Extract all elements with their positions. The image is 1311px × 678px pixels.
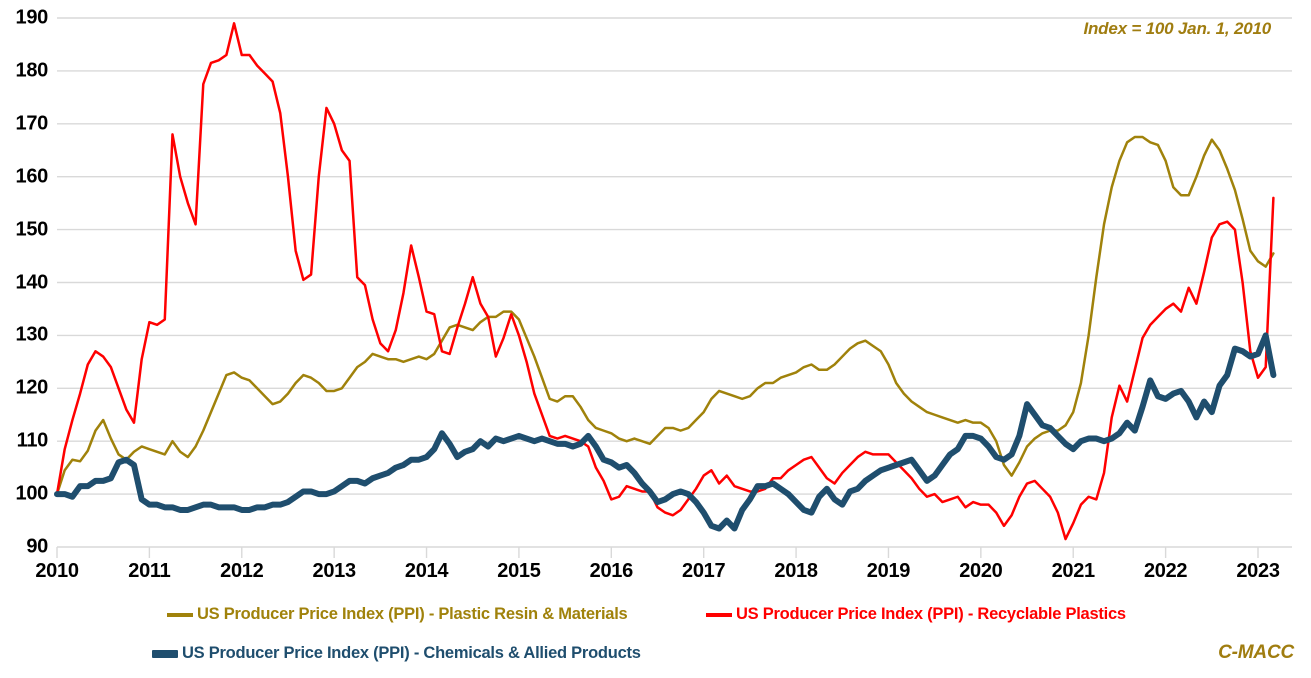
x-axis-tick-label: 2020 (959, 560, 1003, 582)
x-axis-tick-label: 2018 (774, 560, 818, 582)
x-axis-tick-label: 2022 (1143, 560, 1188, 582)
x-axis-tick-label: 2019 (866, 560, 911, 582)
x-axis-tick-label: 2010 (35, 560, 79, 582)
y-axis-tick-label: 90 (26, 535, 48, 558)
y-axis-tick-label: 110 (16, 429, 49, 452)
series-line-1 (55, 22, 1275, 541)
x-axis-ticks-group (56, 547, 1259, 558)
legend-label-chemicals-allied: US Producer Price Index (PPI) - Chemical… (182, 644, 641, 662)
y-axis-tick-label: 100 (15, 482, 49, 505)
cmacc-logo: C-MACC (1218, 642, 1294, 663)
x-axis-tick-label: 2014 (404, 560, 449, 582)
x-axis-tick-label: 2017 (682, 560, 726, 582)
legend-item-plastic-resin[interactable]: US Producer Price Index (PPI) - Plastic … (167, 605, 628, 624)
gridlines-group (57, 17, 1292, 548)
x-axis-tick-label: 2021 (1051, 560, 1096, 582)
legend-label-plastic-resin: US Producer Price Index (PPI) - Plastic … (197, 605, 628, 623)
series-line-0 (55, 135, 1275, 496)
x-axis-tick-label: 2023 (1236, 560, 1280, 582)
legend-label-recyclable-plastics: US Producer Price Index (PPI) - Recyclab… (736, 605, 1126, 623)
legend-item-chemicals-allied[interactable]: US Producer Price Index (PPI) - Chemical… (152, 644, 641, 663)
y-axis-tick-label: 130 (15, 323, 49, 346)
x-axis-tick-label: 2012 (220, 560, 264, 582)
y-axis-tick-label: 180 (15, 59, 49, 82)
x-axis-tick-label: 2013 (312, 560, 356, 582)
y-axis-tick-label: 170 (15, 112, 49, 135)
legend-item-recyclable-plastics[interactable]: US Producer Price Index (PPI) - Recyclab… (706, 605, 1126, 624)
legend-swatch-recyclable-plastics-icon (706, 612, 732, 617)
y-axis-tick-label: 190 (15, 6, 49, 29)
series-line-2 (54, 332, 1277, 532)
y-axis-tick-label: 120 (15, 376, 49, 399)
y-axis-tick-label: 150 (15, 218, 49, 241)
x-axis-tick-label: 2016 (589, 560, 634, 582)
x-axis-tick-label: 2015 (497, 560, 541, 582)
legend-swatch-chemicals-allied-icon (152, 649, 178, 658)
index-note-annotation: Index = 100 Jan. 1, 2010 (1083, 19, 1271, 38)
y-axis-tick-label: 140 (15, 271, 49, 293)
y-axis-tick-label: 160 (15, 165, 49, 188)
series-group (54, 22, 1277, 541)
legend-swatch-plastic-resin-icon (167, 612, 193, 617)
x-axis-tick-label: 2011 (128, 560, 171, 582)
